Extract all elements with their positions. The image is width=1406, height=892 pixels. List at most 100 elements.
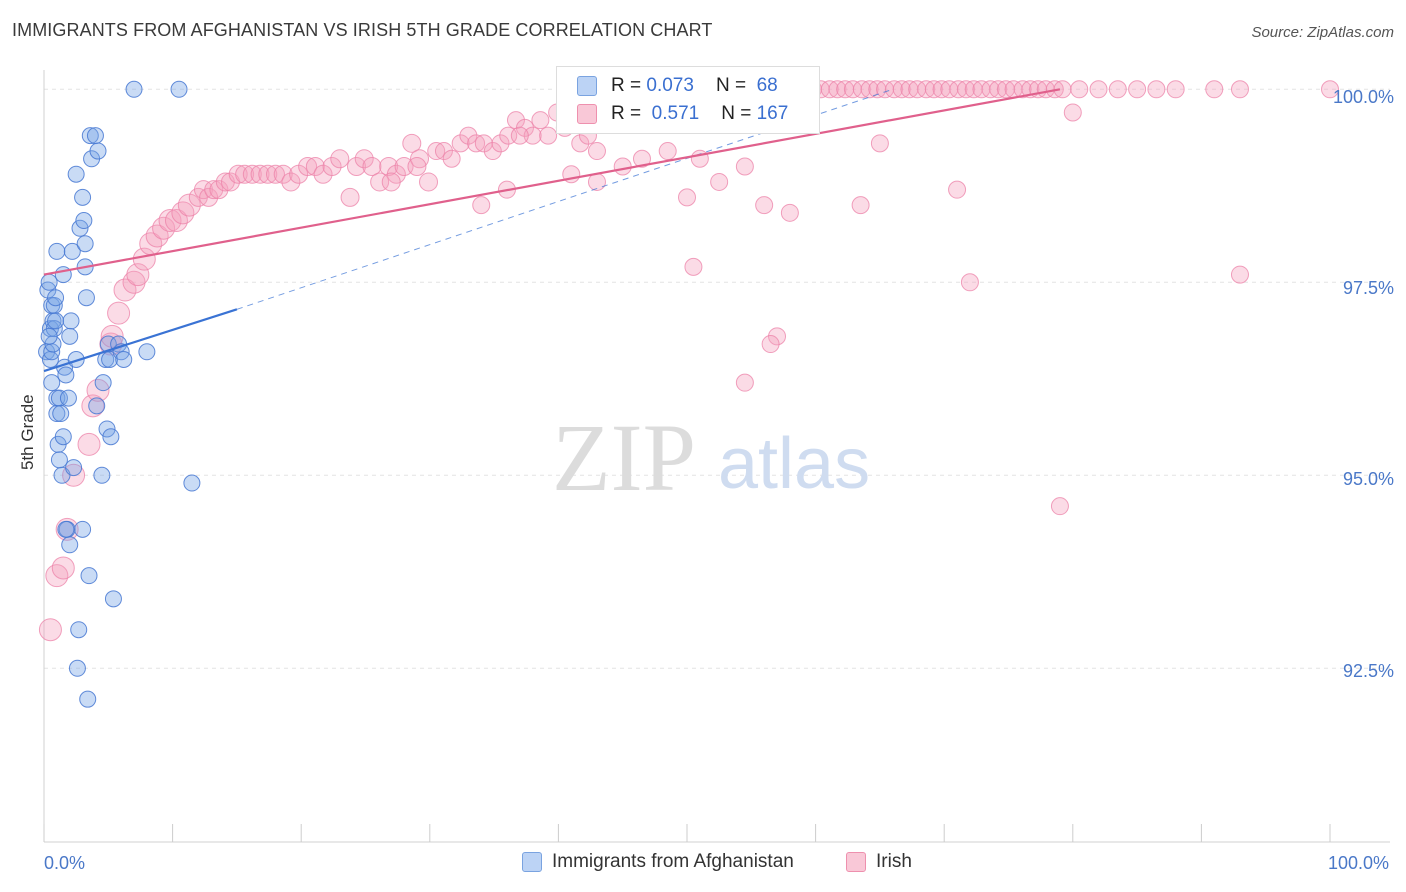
afghanistan-point <box>50 451 68 469</box>
blue-swatch <box>577 76 597 96</box>
irish-point <box>870 134 889 153</box>
watermark: ZIP atlas <box>552 404 870 511</box>
afghanistan-point <box>76 235 94 253</box>
afghanistan-point <box>88 397 106 415</box>
irish-point <box>1108 80 1127 99</box>
n-value: 167 <box>756 103 789 124</box>
legend-item-irish[interactable]: Irish <box>846 851 912 873</box>
irish-point <box>381 172 401 192</box>
irish-point <box>989 80 1008 99</box>
afghanistan-point <box>62 312 80 330</box>
irish-point <box>531 111 550 130</box>
afghanistan-point <box>170 80 188 98</box>
x-tick-label-min: 0.0% <box>44 853 86 873</box>
irish-point <box>427 142 446 161</box>
afghanistan-point <box>74 188 92 206</box>
afghanistan-point <box>68 659 86 677</box>
afghanistan-point <box>104 590 122 608</box>
r-value: 0.073 <box>646 75 694 96</box>
irish-point <box>1205 80 1224 99</box>
afghanistan-point <box>65 459 83 477</box>
irish-point <box>491 134 510 153</box>
irish-point <box>852 80 871 99</box>
irish-point <box>949 80 968 99</box>
irish-point <box>768 327 787 346</box>
irish-point <box>209 180 229 200</box>
irish-point <box>710 172 729 191</box>
irish-point <box>755 196 774 215</box>
irish-point <box>228 164 248 184</box>
irish-point <box>370 172 390 192</box>
axes <box>43 70 1390 843</box>
afghanistan-point <box>89 142 107 160</box>
legend-label: Irish <box>876 851 912 872</box>
afghanistan-point <box>94 374 112 392</box>
irish-point <box>1070 80 1089 99</box>
irish-point <box>265 164 285 184</box>
afghanistan-point <box>93 466 111 484</box>
irish-point <box>860 80 879 99</box>
afghanistan-point <box>70 621 88 639</box>
afghanistan-point <box>115 351 133 368</box>
irish-point <box>113 278 137 302</box>
afghanistan-point <box>61 536 79 554</box>
irish-point <box>152 216 176 240</box>
afghanistan-point <box>80 567 98 585</box>
irish-point <box>164 209 188 233</box>
irish-point <box>410 149 430 169</box>
irish-point <box>948 180 967 199</box>
irish-point <box>235 164 255 184</box>
irish-point <box>86 378 110 402</box>
irish-point <box>1063 103 1082 122</box>
stats-row-irish: R = 0.571 N = 167 <box>577 101 788 127</box>
irish-point <box>523 126 542 145</box>
afghanistan-point <box>40 327 58 345</box>
irish-point <box>1128 80 1147 99</box>
x-tick-label-max: 100.0% <box>1328 853 1390 873</box>
irish-points <box>38 80 1339 642</box>
irish-point <box>362 157 382 176</box>
irish-point <box>761 335 780 354</box>
y-tick-label-97-5: 97.5% <box>1342 278 1394 298</box>
irish-point <box>451 134 470 153</box>
irish-point <box>77 432 101 456</box>
irish-point <box>571 134 590 153</box>
stats-row-afghanistan: R = 0.073 N = 68 <box>577 73 778 99</box>
irish-point <box>51 556 75 580</box>
r-label: R = <box>611 75 642 96</box>
irish-point <box>735 373 754 392</box>
afghanistan-point <box>57 520 75 538</box>
irish-point <box>281 172 301 192</box>
irish-trend-line <box>43 88 1061 276</box>
irish-point <box>419 172 439 192</box>
afghanistan-point <box>98 420 116 438</box>
afghanistan-trend-line <box>43 308 238 373</box>
irish-point <box>1166 80 1185 99</box>
y-axis-label: 5th Grade <box>18 394 37 470</box>
irish-point <box>917 80 936 99</box>
watermark-zip: ZIP <box>552 404 696 511</box>
pink-swatch <box>577 104 597 124</box>
irish-point <box>780 203 799 222</box>
irish-point <box>81 394 105 418</box>
irish-point <box>45 564 69 588</box>
irish-point <box>459 126 478 145</box>
afghanistan-point <box>67 351 85 368</box>
irish-point <box>171 201 195 225</box>
irish-point <box>678 188 696 207</box>
irish-point <box>322 157 342 176</box>
irish-point <box>354 149 374 169</box>
n-label: N = <box>715 75 747 96</box>
afghanistan-point <box>67 165 85 183</box>
legend-label: Immigrants from Afghanistan <box>552 851 794 872</box>
irish-point <box>632 149 651 168</box>
irish-point <box>735 157 754 176</box>
legend-item-afghanistan[interactable]: Immigrants from Afghanistan <box>522 851 794 873</box>
irish-point <box>250 164 270 184</box>
irish-point <box>107 301 131 325</box>
stats-legend: R = 0.073 N = 68 R = 0.571 N = 167 <box>556 66 820 134</box>
irish-point <box>298 157 318 176</box>
irish-point <box>1230 265 1249 284</box>
irish-point <box>100 324 124 348</box>
irish-point <box>892 80 911 99</box>
